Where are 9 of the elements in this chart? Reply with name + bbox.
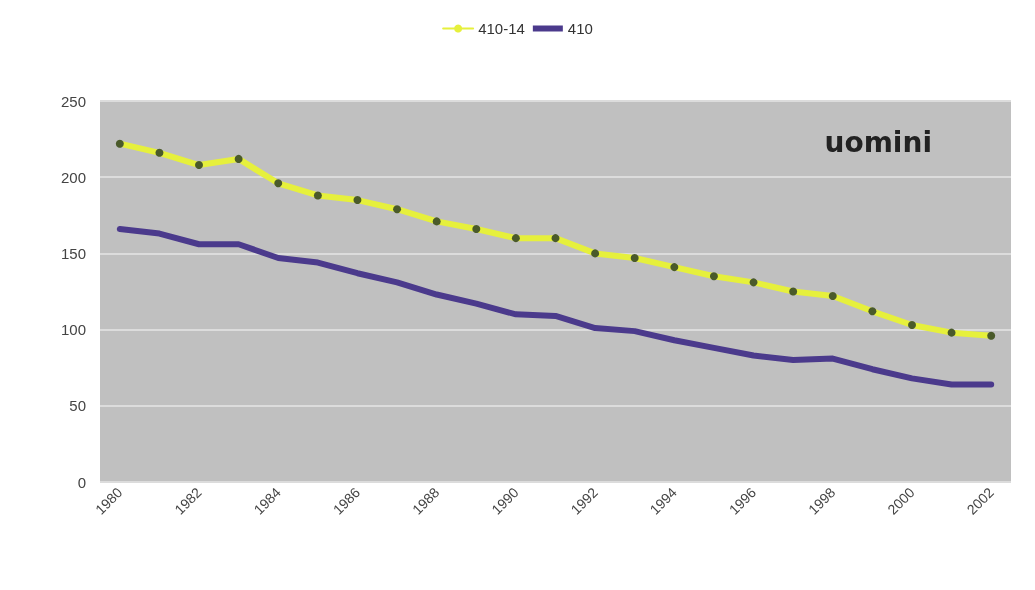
y-tick-label: 150: [60, 244, 86, 262]
y-tick-label: 0: [77, 473, 86, 491]
y-tick-label: 250: [60, 92, 86, 110]
y-tick-label: 200: [60, 168, 86, 186]
annotation: uomini: [824, 125, 933, 159]
y-tick-label: 50: [69, 397, 86, 415]
legend-label: 410: [567, 20, 593, 37]
legend-label: 410-14: [478, 20, 525, 37]
y-tick-label: 100: [60, 321, 86, 339]
